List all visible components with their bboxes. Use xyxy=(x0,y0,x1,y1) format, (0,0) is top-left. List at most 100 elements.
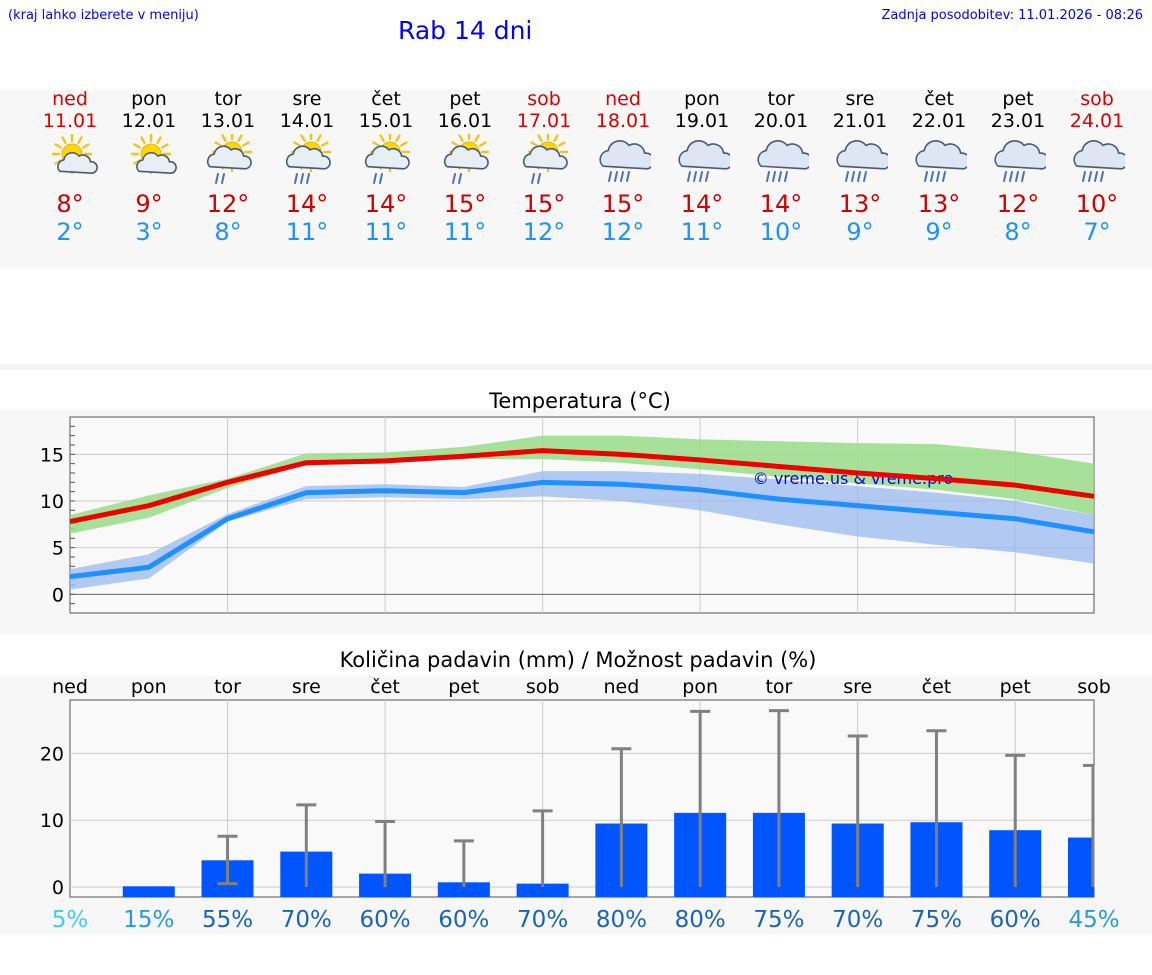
min-temperature: 12° xyxy=(601,218,645,246)
max-temperature: 14° xyxy=(680,190,724,218)
last-updated: Zadnja posodobitev: 11.01.2026 - 08:26 xyxy=(881,8,1143,23)
min-temperature: 11° xyxy=(443,218,487,246)
precipitation-bar xyxy=(122,886,175,897)
day-name: sre xyxy=(292,88,322,110)
precipitation-chart: Količina padavin (mm) / Možnost padavin … xyxy=(40,648,1120,933)
max-temperature: 13° xyxy=(917,190,961,218)
min-temperature: 11° xyxy=(364,218,408,246)
precipitation-probability: 45% xyxy=(1068,907,1119,933)
day-column: ned 11.01 8° 2° xyxy=(30,88,110,246)
day-name: pon xyxy=(684,88,720,110)
day-name: čet xyxy=(371,88,401,110)
day-name: pet xyxy=(449,88,481,110)
day-column: ned 18.01 15° 12° xyxy=(583,88,663,246)
y-tick-label: 0 xyxy=(52,584,64,606)
y-tick-label: 10 xyxy=(40,491,64,513)
x-category-label: ned xyxy=(52,676,88,698)
x-category-label: sob xyxy=(1077,676,1111,698)
min-range-band xyxy=(70,471,1094,590)
day-date: 11.01 xyxy=(42,110,98,132)
y-tick-label: 15 xyxy=(40,444,64,466)
day-date: 16.01 xyxy=(437,110,493,132)
x-category-label: čet xyxy=(370,676,400,698)
precipitation-probability: 60% xyxy=(360,907,411,933)
precipitation-bar xyxy=(516,883,569,897)
rain-cloud-icon xyxy=(599,140,651,182)
precipitation-probability: 70% xyxy=(832,907,883,933)
sun-cloud-rain-icon xyxy=(285,134,332,184)
day-name: sob xyxy=(527,88,561,110)
daily-forecast-panel xyxy=(0,90,1152,268)
day-column: sre 14.01 14° 11° xyxy=(267,88,347,246)
day-column: pet 23.01 12° 8° xyxy=(978,88,1058,246)
daily-forecast: ned 11.01 8° 2° pon 12.01 9° 3° tor 13.01 12° 8° sre… xyxy=(30,88,1143,268)
day-name: ned xyxy=(52,88,88,110)
day-name: ned xyxy=(605,88,641,110)
day-date: 19.01 xyxy=(674,110,730,132)
min-temperature-line xyxy=(69,479,1095,580)
min-temperature: 3° xyxy=(135,218,163,246)
y-tick-label: 0 xyxy=(52,877,64,899)
min-temperature: 8° xyxy=(1004,218,1032,246)
max-temperature: 12° xyxy=(206,190,250,218)
day-date: 23.01 xyxy=(990,110,1046,132)
max-temperature-line xyxy=(69,448,1095,524)
y-tick-label: 10 xyxy=(40,810,64,832)
x-category-label: sob xyxy=(526,676,560,698)
sun-cloud-rain-icon xyxy=(364,134,411,184)
day-column: čet 22.01 13° 9° xyxy=(899,88,979,246)
y-tick-label: 20 xyxy=(40,743,64,765)
day-date: 20.01 xyxy=(753,110,809,132)
precipitation-probability: 15% xyxy=(123,907,174,933)
max-temperature: 14° xyxy=(285,190,329,218)
x-category-label: ned xyxy=(603,676,639,698)
sun-cloud-rain-icon xyxy=(206,134,253,184)
precipitation-probability: 70% xyxy=(281,907,332,933)
day-column: sob 24.01 10° 7° xyxy=(1057,88,1137,246)
max-temperature: 15° xyxy=(443,190,487,218)
day-date: 22.01 xyxy=(911,110,967,132)
day-date: 12.01 xyxy=(121,110,177,132)
day-column: sob 17.01 15° 12° xyxy=(504,88,584,246)
max-temperature: 8° xyxy=(56,190,84,218)
max-temperature: 15° xyxy=(522,190,566,218)
chart-title: Temperatura (°C) xyxy=(488,389,671,413)
min-temperature: 9° xyxy=(846,218,874,246)
partly-cloudy-icon xyxy=(130,134,177,175)
max-temperature: 15° xyxy=(601,190,645,218)
sun-cloud-rain-icon xyxy=(522,134,569,184)
max-temperature: 14° xyxy=(759,190,803,218)
day-column: tor 13.01 12° 8° xyxy=(188,88,268,246)
x-category-label: tor xyxy=(765,676,792,698)
min-temperature: 11° xyxy=(680,218,724,246)
location-hint: (kraj lahko izberete v meniju) xyxy=(8,8,199,23)
max-temperature: 14° xyxy=(364,190,408,218)
day-column: čet 15.01 14° 11° xyxy=(346,88,426,246)
min-temperature: 11° xyxy=(285,218,329,246)
day-date: 15.01 xyxy=(358,110,414,132)
precipitation-probability: 80% xyxy=(675,907,726,933)
max-temperature: 10° xyxy=(1075,190,1119,218)
min-temperature: 8° xyxy=(214,218,242,246)
min-temperature: 10° xyxy=(759,218,803,246)
day-name: sob xyxy=(1080,88,1114,110)
day-name: pon xyxy=(131,88,167,110)
rain-cloud-icon xyxy=(915,140,967,182)
day-date: 13.01 xyxy=(200,110,256,132)
x-category-label: pon xyxy=(131,676,167,698)
day-column: pon 19.01 14° 11° xyxy=(662,88,742,246)
day-date: 24.01 xyxy=(1069,110,1125,132)
y-tick-label: 5 xyxy=(52,538,64,560)
rain-cloud-icon xyxy=(994,140,1046,182)
x-category-label: sre xyxy=(843,676,872,698)
chart-title: Količina padavin (mm) / Možnost padavin … xyxy=(340,648,817,672)
rain-cloud-icon xyxy=(757,140,809,182)
x-category-label: sre xyxy=(292,676,321,698)
day-name: tor xyxy=(767,88,795,110)
min-temperature: 12° xyxy=(522,218,566,246)
day-date: 14.01 xyxy=(279,110,335,132)
precipitation-probability: 60% xyxy=(438,907,489,933)
partly-cloudy-icon xyxy=(51,134,98,175)
precipitation-probability: 5% xyxy=(52,907,89,933)
